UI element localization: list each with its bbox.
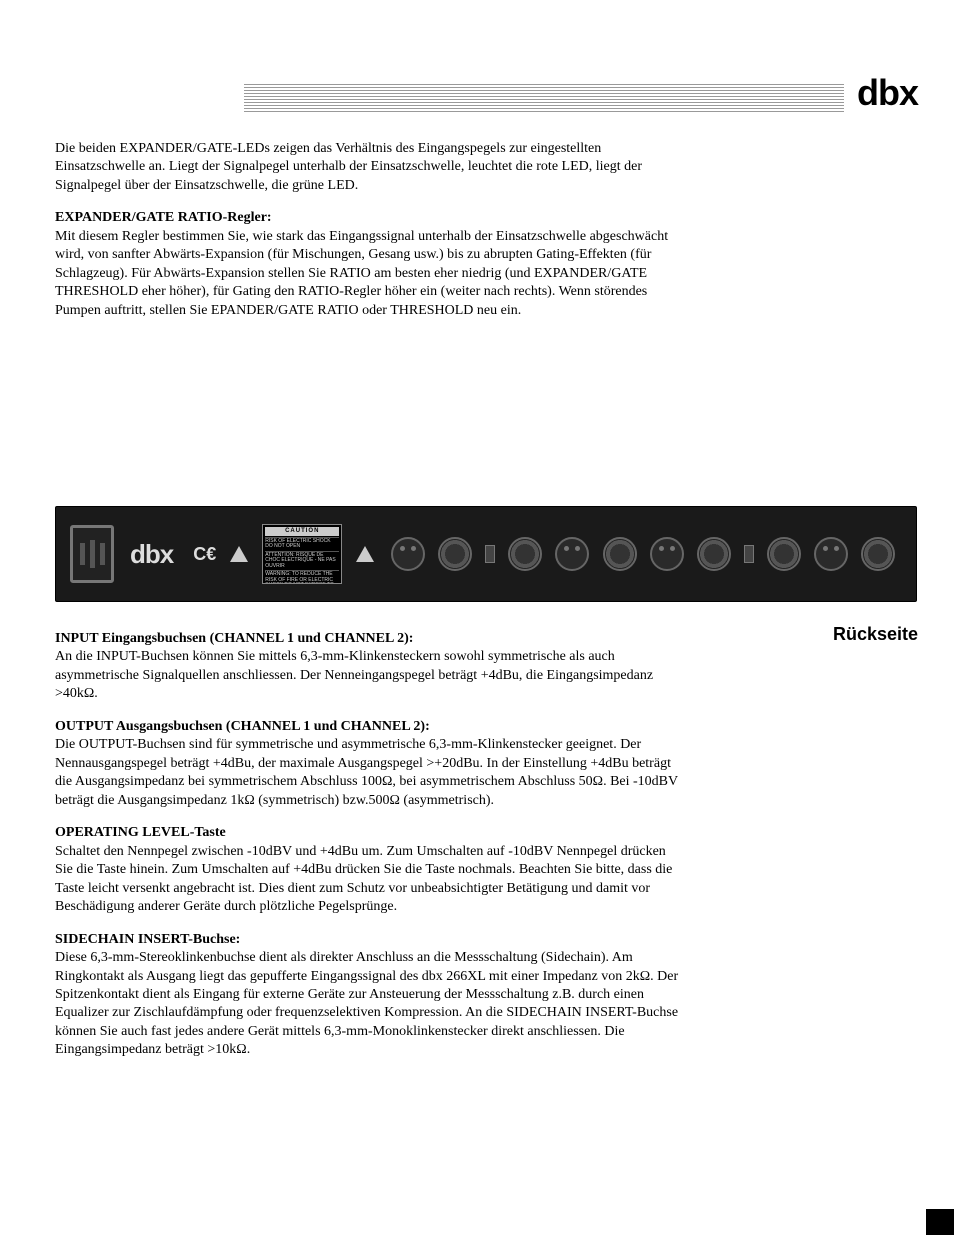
para-output-jacks: Die OUTPUT-Buchsen sind für symmetrische… [55,737,678,807]
trs-jack-icon [603,537,637,571]
iec-power-socket-icon [70,525,114,583]
trs-jack-icon [767,537,801,571]
para-expander-gate-ratio: Mit diesem Regler bestimmen Sie, wie sta… [55,229,668,318]
heading-sidechain-insert: SIDECHAIN INSERT-Buchse: [55,932,240,947]
caution-line-2: ATTENTION: RISQUE DE CHOC ELECTRIQUE - N… [265,551,339,571]
brand-logo: dbx [857,72,918,114]
rear-panel-figure: dbx C€ CAUTION RISK OF ELECTRIC SHOCK DO… [55,506,917,602]
ce-mark: C€ [193,544,216,565]
xlr-jack-icon [391,537,425,571]
heading-expander-gate-ratio: EXPANDER/GATE RATIO-Regler: [55,210,272,225]
caution-heading: CAUTION [265,527,339,536]
side-title-rueckseite: Rückseite [833,624,918,645]
intro-paragraph: Die beiden EXPANDER/GATE-LEDs zeigen das… [55,140,685,195]
caution-label: CAUTION RISK OF ELECTRIC SHOCK DO NOT OP… [262,524,342,584]
xlr-jack-icon [650,537,684,571]
panel-brand-logo: dbx [130,539,173,570]
xlr-jack-icon [814,537,848,571]
heading-input-jacks: INPUT Eingangsbuchsen (CHANNEL 1 und CHA… [55,631,413,646]
header-rule-lines [244,84,844,112]
xlr-jack-icon [555,537,589,571]
para-input-jacks: An die INPUT-Buchsen können Sie mittels … [55,649,653,701]
para-operating-level: Schaltet den Nennpegel zwischen -10dBV u… [55,844,672,914]
warning-triangle-icon [230,546,248,562]
trs-jack-icon [438,537,472,571]
page-corner-bar [926,1209,954,1235]
caution-line-3: WARNING: TO REDUCE THE RISK OF FIRE OR E… [265,570,339,584]
level-switch-icon [744,545,754,563]
heading-output-jacks: OUTPUT Ausgangsbuchsen (CHANNEL 1 und CH… [55,719,430,734]
trs-jack-icon [697,537,731,571]
warning-triangle-icon [356,546,374,562]
caution-line-1: RISK OF ELECTRIC SHOCK DO NOT OPEN [265,537,339,551]
trs-jack-icon [861,537,895,571]
level-switch-icon [485,545,495,563]
para-sidechain-insert: Diese 6,3-mm-Stereoklinkenbuchse dient a… [55,950,678,1057]
heading-operating-level: OPERATING LEVEL-Taste [55,825,226,840]
trs-jack-icon [508,537,542,571]
